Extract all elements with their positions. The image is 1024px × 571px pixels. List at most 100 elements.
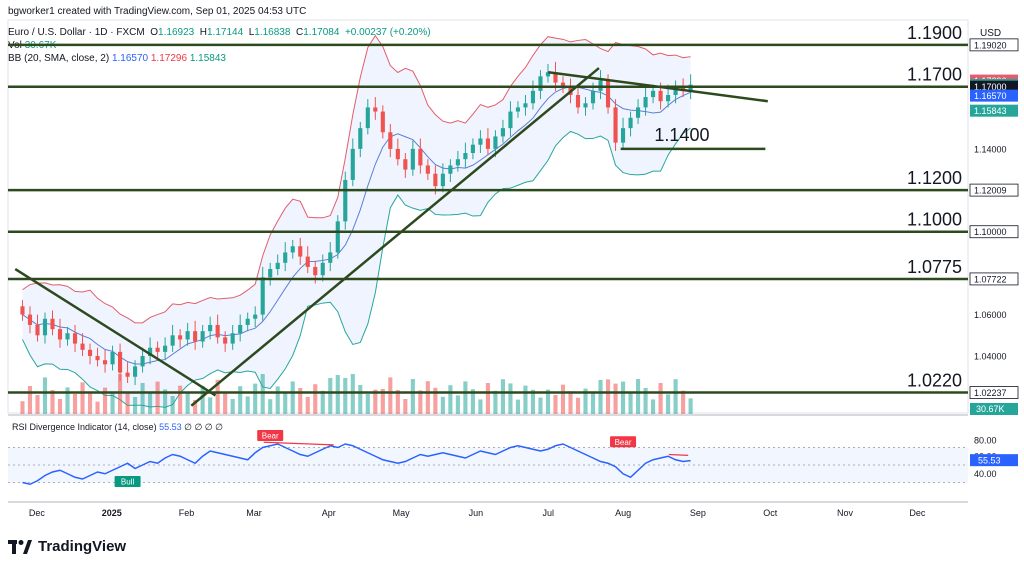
candle-body (590, 90, 596, 104)
tradingview-logo[interactable]: TradingView (8, 538, 126, 555)
candle-body (298, 246, 303, 257)
candle-body (87, 349, 93, 357)
price-tag-bg (969, 183, 1019, 197)
price-tick-label: 1.04000 (974, 352, 1007, 362)
candle-body (27, 314, 33, 325)
bb-lower-value: 1.15843 (189, 53, 226, 64)
price-tick-label: 1.07722 (974, 274, 1007, 284)
price-tick-label: 1.12009 (974, 186, 1007, 196)
open-label: O (150, 27, 159, 38)
price-tick-label: 1.15843 (974, 106, 1007, 116)
bb-mid-value: 1.16570 (111, 53, 149, 64)
volume-bar (553, 395, 558, 414)
candle-body (651, 90, 656, 98)
trendline-down-trend (14, 267, 217, 397)
price-tag-bg (970, 104, 1018, 117)
price-tick-label: 1.17000 (974, 82, 1007, 92)
volume-bar (358, 385, 363, 414)
candle-body (305, 256, 310, 267)
volume-bar (681, 390, 686, 414)
high-value: 1.17144 (207, 27, 244, 38)
candle-body (148, 347, 153, 357)
volume-bar (478, 399, 483, 414)
volume-bar (425, 381, 430, 414)
candle-body (455, 159, 460, 166)
volume-bar (590, 392, 596, 414)
volume-bar (613, 383, 618, 414)
change-value: +0.00237 (+0.20%) (344, 27, 431, 38)
bb-label[interactable]: BB (20, SMA, close, 2) (8, 53, 110, 64)
candle-body (470, 144, 475, 154)
symbol-name[interactable]: Euro / U.S. Dollar · 1D · FXCM (8, 27, 145, 38)
candle-body (20, 306, 25, 315)
rsi-signal-bg (114, 476, 141, 487)
volume-bar (208, 397, 213, 414)
volume-bar (403, 399, 408, 414)
time-tick-label: Nov (837, 508, 854, 518)
created-text: bgworker1 created with TradingView.com, … (8, 6, 307, 17)
volume-bar (80, 382, 85, 414)
volume-bar (493, 390, 498, 414)
volume-bar (57, 399, 63, 414)
price-tick-label: 1.06000 (974, 310, 1007, 320)
volume-bar (523, 385, 528, 414)
volume-tag-label: 30.67K (976, 404, 1005, 414)
candle-body (628, 117, 633, 129)
volume-bar (170, 396, 175, 414)
time-tick-label: May (393, 508, 411, 518)
volume-bar (545, 389, 551, 414)
volume-bar (72, 394, 78, 414)
open-value: 1.16923 (158, 27, 195, 38)
tradingview-logo-icon (8, 539, 32, 554)
rsi-signal-bg (610, 436, 637, 448)
volume-bar (155, 381, 160, 414)
volume-bar (148, 393, 153, 414)
time-tick-label: Jul (543, 508, 555, 518)
time-axis: Dec 2025 Feb Mar Apr May Jun Jul Aug Sep Oct Nov Dec (29, 508, 926, 518)
volume-bar (395, 390, 400, 414)
candle-body (388, 132, 393, 149)
volume-bar (313, 384, 318, 414)
volume-bar (388, 377, 393, 414)
candle-body (553, 72, 558, 83)
volume-bar (35, 395, 40, 414)
volume-bar (42, 377, 48, 414)
high-label: H (199, 27, 207, 38)
candle-body (493, 136, 498, 149)
volume-bar (628, 393, 633, 414)
candle-body (575, 94, 581, 108)
candle-body (523, 103, 528, 108)
candle-body (223, 337, 228, 344)
candle-body (193, 331, 198, 342)
bollinger-bands (22, 34, 691, 408)
candle-body (673, 86, 678, 95)
candle-body (275, 262, 280, 270)
volume-bar (568, 391, 573, 414)
candle-body (515, 107, 521, 112)
candle-body (253, 314, 258, 319)
volume-bar (328, 378, 333, 414)
time-tick-label: Dec (909, 508, 926, 518)
time-tick-label: Dec (29, 508, 46, 518)
volume-bar (500, 379, 505, 414)
candle-body (238, 324, 243, 334)
candle-body (72, 333, 78, 344)
candle-body (418, 148, 423, 166)
candle-body (42, 318, 48, 336)
price-tag-bg (969, 225, 1019, 239)
volume-bar (515, 399, 521, 414)
price-tick-label: 1.19020 (974, 40, 1007, 50)
candle-body (410, 148, 415, 170)
volume-bar (163, 389, 168, 414)
candle-body (140, 356, 145, 367)
volume-bar (530, 389, 536, 414)
rsi-signal-label: Bear (262, 432, 279, 441)
low-value: 1.16838 (254, 27, 291, 38)
candle-body (283, 252, 288, 263)
candle-body (350, 148, 355, 180)
candle-body (185, 331, 190, 340)
volume-bar (185, 392, 190, 414)
candle-body (448, 165, 453, 174)
price-tag-bg (969, 272, 1019, 286)
